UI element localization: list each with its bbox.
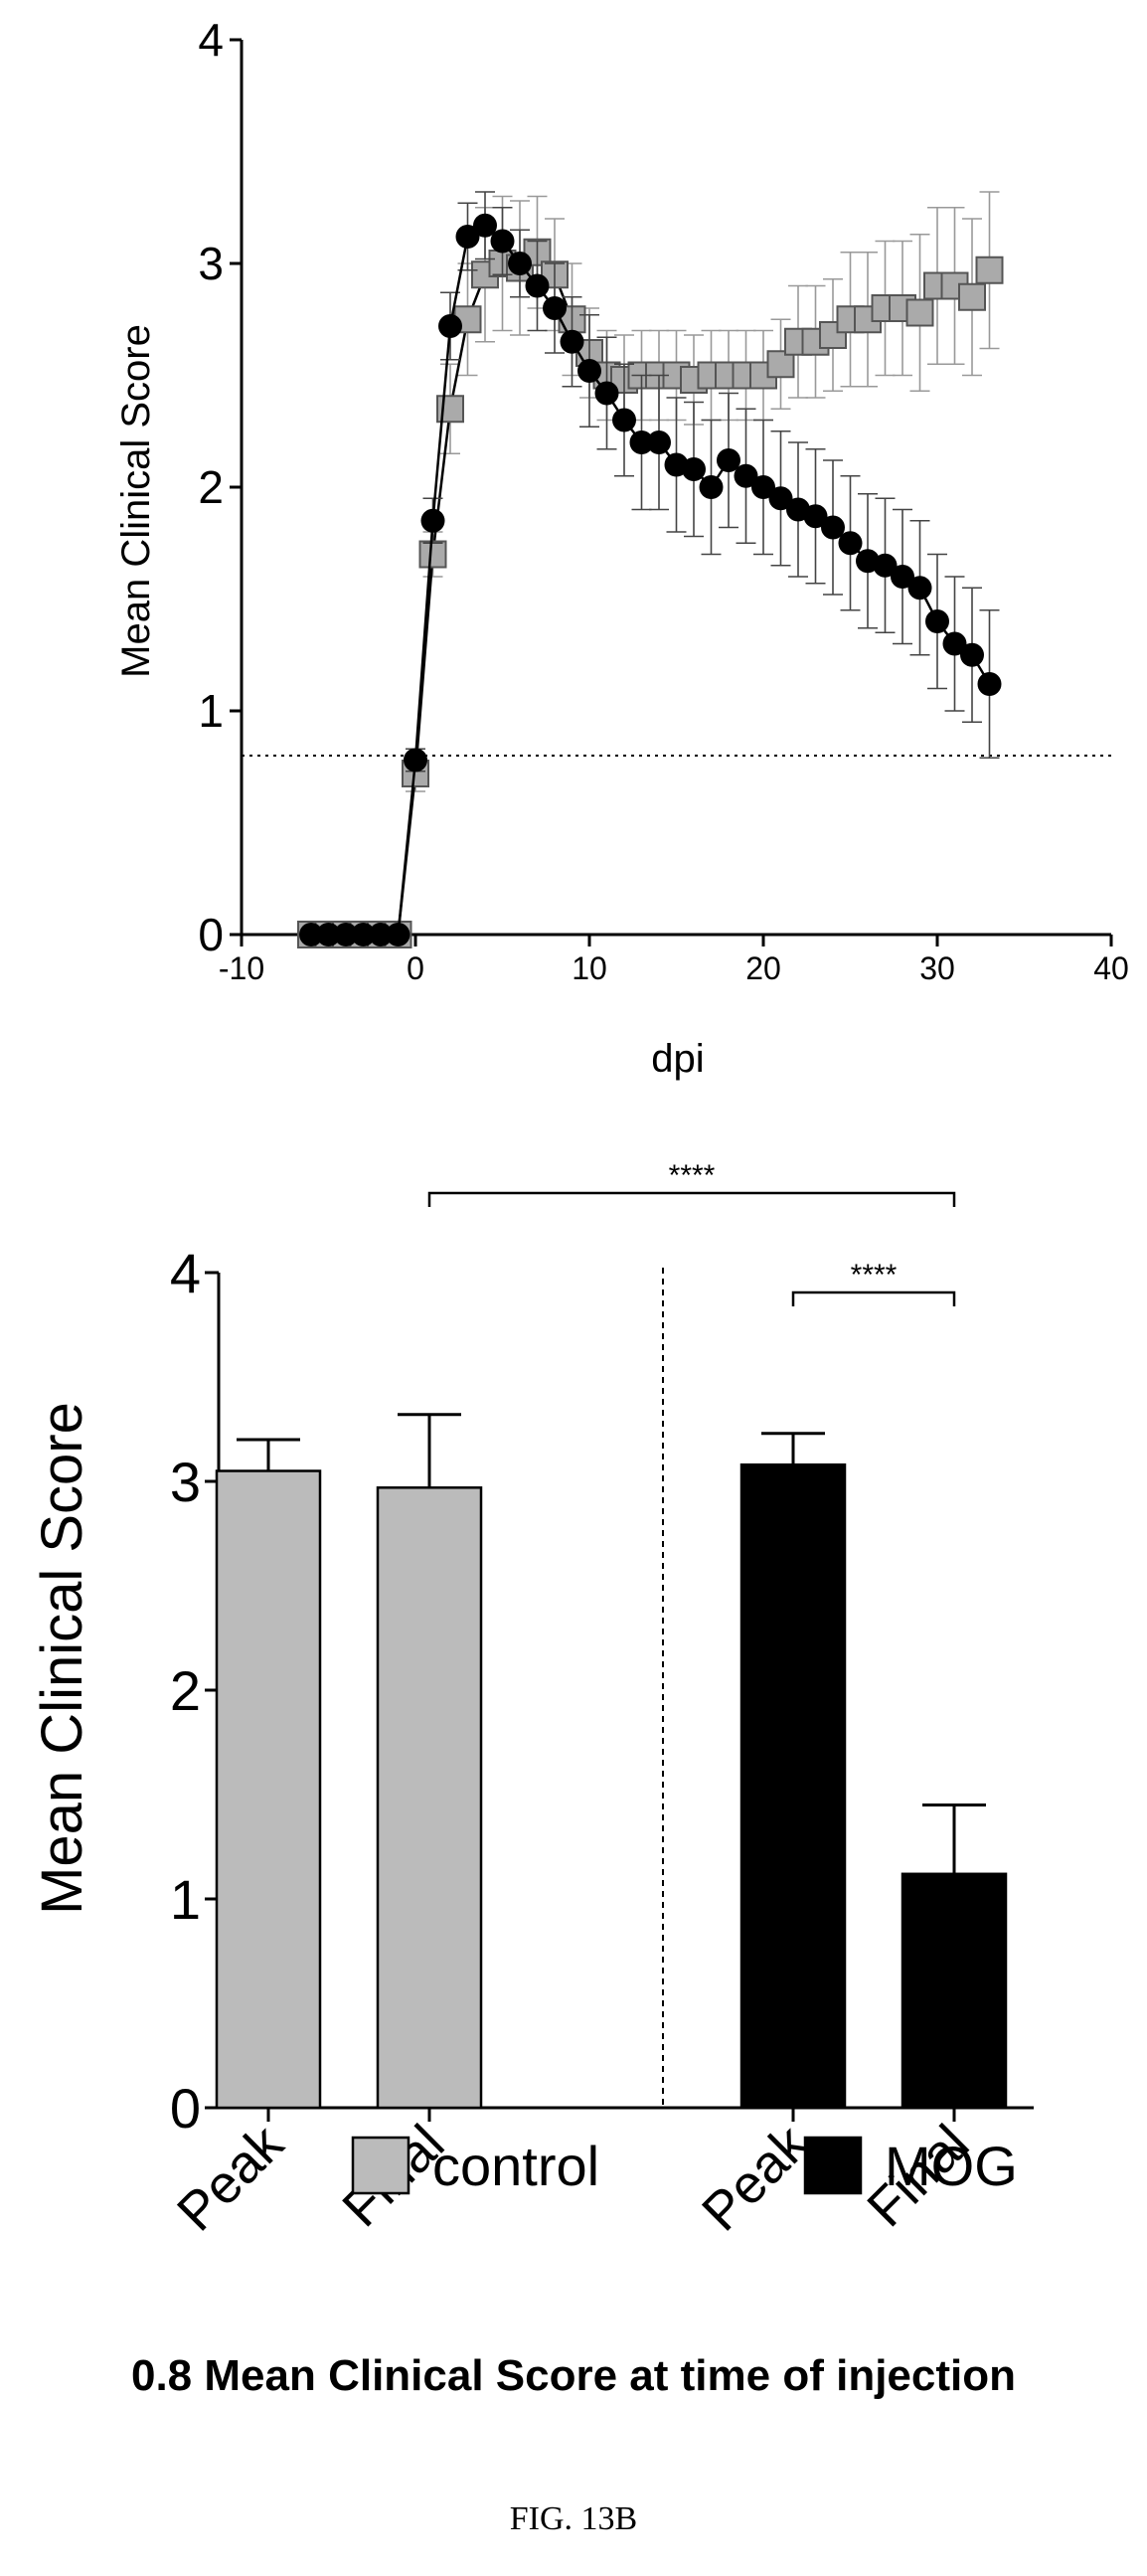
y-tick-label: 4 xyxy=(198,14,224,66)
data-point xyxy=(455,225,480,249)
data-point xyxy=(418,540,447,569)
data-point xyxy=(299,923,323,946)
data-point xyxy=(560,329,584,354)
x-tick-label: 30 xyxy=(919,950,955,986)
data-point xyxy=(594,381,619,406)
y-tick-label: 1 xyxy=(170,1868,201,1931)
data-point xyxy=(386,923,410,946)
data-point xyxy=(751,475,775,499)
data-point xyxy=(734,463,758,488)
bar-chart-bars xyxy=(215,1413,1008,2110)
x-tick-label: 0 xyxy=(407,950,424,986)
y-axis-label: Mean Clinical Score xyxy=(30,1402,94,1915)
significance-label: **** xyxy=(669,1159,716,1192)
legend: control MOG xyxy=(351,2135,1018,2197)
data-point xyxy=(905,298,934,327)
data-point xyxy=(803,504,828,529)
data-point xyxy=(891,565,914,589)
x-tick-label: 20 xyxy=(745,950,781,986)
y-tick-label: 4 xyxy=(170,1242,201,1304)
y-tick-label: 0 xyxy=(170,2077,201,2140)
data-point xyxy=(369,923,393,946)
bar-chart: 01234PeakFinalPeakFinal ******** control… xyxy=(30,1159,1034,2243)
y-tick-label: 3 xyxy=(170,1451,201,1513)
bar-MOG-final xyxy=(901,1872,1008,2110)
data-point xyxy=(508,252,532,275)
data-point xyxy=(543,296,567,320)
data-point xyxy=(404,748,427,773)
data-point xyxy=(438,314,462,338)
data-point xyxy=(351,923,376,946)
data-point xyxy=(699,475,724,499)
data-point xyxy=(768,486,793,511)
bar-MOG-peak xyxy=(739,1462,847,2110)
y-tick-label: 3 xyxy=(198,238,224,289)
data-point xyxy=(717,448,740,472)
data-point xyxy=(975,256,1004,284)
x-tick-label: 10 xyxy=(572,950,607,986)
data-point xyxy=(612,408,636,432)
significance-brackets: **** **** xyxy=(427,1159,956,1306)
significance-bracket xyxy=(427,1191,956,1207)
data-point xyxy=(925,609,949,633)
data-point xyxy=(577,359,601,383)
legend-swatch-control xyxy=(351,2136,410,2195)
data-point xyxy=(420,508,445,533)
series-line xyxy=(311,250,991,937)
x-axis-label: dpi xyxy=(651,1037,704,1081)
figure-label: FIG. 13B xyxy=(509,2500,638,2537)
bar-control-peak xyxy=(215,1469,322,2110)
bar-control-final xyxy=(376,1486,483,2110)
data-point xyxy=(629,430,654,454)
data-point xyxy=(958,282,986,311)
data-point xyxy=(821,515,845,540)
data-point xyxy=(873,553,898,578)
series-line xyxy=(311,224,991,937)
series-MOG xyxy=(299,191,1002,946)
y-tick-label: 0 xyxy=(198,909,224,960)
data-point xyxy=(647,430,671,454)
data-point xyxy=(473,213,497,238)
legend-label-mog: MOG xyxy=(885,2135,1018,2197)
legend-swatch-mog xyxy=(803,2136,863,2195)
data-point xyxy=(960,642,984,667)
significance-bracket xyxy=(791,1290,956,1306)
footnote: 0.8 Mean Clinical Score at time of injec… xyxy=(130,2351,1016,2400)
data-point xyxy=(316,923,341,946)
data-point xyxy=(907,576,932,601)
x-tick-label: 40 xyxy=(1093,950,1129,986)
y-axis-label: Mean Clinical Score xyxy=(114,324,158,678)
data-point xyxy=(838,531,863,556)
x-tick-label: Peak xyxy=(691,2113,820,2242)
data-point xyxy=(525,273,550,298)
data-point xyxy=(490,229,515,254)
x-tick-label: -10 xyxy=(219,950,264,986)
line-chart-series xyxy=(297,191,1004,948)
significance-label: **** xyxy=(851,1259,898,1291)
y-tick-label: 1 xyxy=(198,685,224,737)
data-point xyxy=(977,672,1002,696)
legend-label-control: control xyxy=(432,2135,599,2197)
data-point xyxy=(766,350,795,379)
data-point xyxy=(682,457,706,481)
y-tick-label: 2 xyxy=(170,1659,201,1722)
y-tick-label: 2 xyxy=(198,461,224,513)
data-point xyxy=(334,923,358,946)
data-point xyxy=(942,631,967,656)
